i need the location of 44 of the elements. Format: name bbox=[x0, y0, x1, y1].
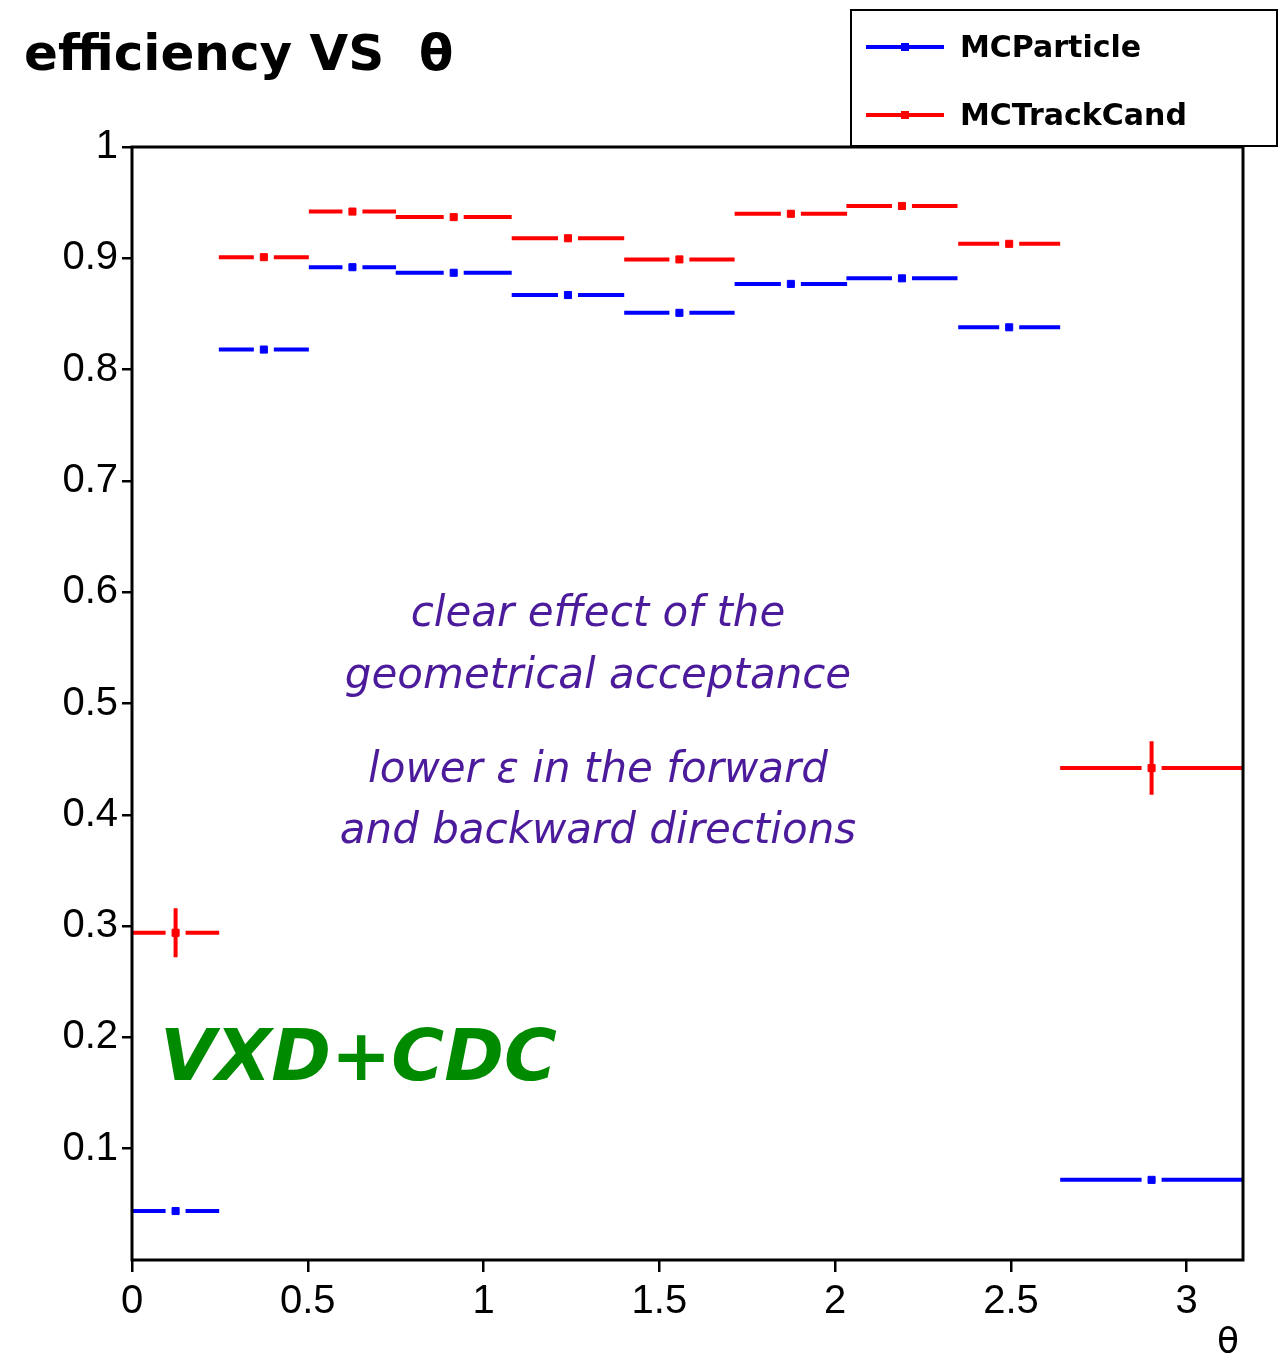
legend-label: MCParticle bbox=[960, 29, 1142, 64]
point bbox=[786, 279, 795, 288]
point bbox=[348, 263, 357, 272]
point bbox=[449, 268, 458, 277]
point bbox=[897, 201, 906, 211]
y-tick-label: 0.1 bbox=[62, 1123, 118, 1168]
x-tick-label: 1 bbox=[472, 1277, 495, 1322]
x-axis-title: θ bbox=[1216, 1320, 1239, 1361]
x-tick-label: 0 bbox=[120, 1277, 144, 1322]
y-tick-label: 0.5 bbox=[62, 678, 118, 723]
y-tick-label: 0.6 bbox=[62, 567, 118, 612]
y-tick-label: 0.2 bbox=[62, 1012, 118, 1057]
chart-title: efficiency VS θ bbox=[24, 24, 454, 82]
y-tick-label: 0.8 bbox=[62, 344, 118, 389]
point bbox=[1005, 323, 1014, 332]
x-tick-label: 0.5 bbox=[279, 1277, 336, 1322]
point bbox=[1005, 239, 1014, 248]
y-tick-label: 0.3 bbox=[62, 901, 118, 946]
x-tick-label: 3 bbox=[1175, 1277, 1198, 1322]
annotation: geometrical acceptance bbox=[344, 649, 852, 698]
legend-label: MCTrackCand bbox=[960, 97, 1187, 132]
point bbox=[171, 1206, 180, 1216]
point bbox=[675, 255, 684, 264]
annotation: lower ε in the forward bbox=[368, 743, 829, 792]
annotation: VXD+CDC bbox=[160, 1013, 557, 1097]
x-tick-label: 1.5 bbox=[631, 1277, 688, 1322]
point bbox=[897, 274, 906, 283]
y-tick-label: 0.4 bbox=[62, 789, 118, 834]
point bbox=[259, 345, 268, 354]
point bbox=[449, 213, 458, 222]
x-tick-label: 2 bbox=[824, 1277, 847, 1322]
point bbox=[1147, 1175, 1156, 1184]
point bbox=[563, 234, 572, 243]
annotation: and backward directions bbox=[339, 804, 857, 853]
y-tick-label: 1 bbox=[95, 122, 118, 167]
annotation: clear effect of the bbox=[410, 587, 786, 636]
point bbox=[786, 209, 795, 218]
x-tick-label: 2.5 bbox=[983, 1277, 1039, 1322]
point bbox=[675, 308, 684, 317]
y-tick-label: 0.7 bbox=[62, 455, 118, 500]
y-tick-label: 0.9 bbox=[62, 233, 118, 278]
point bbox=[259, 253, 268, 262]
point bbox=[348, 207, 357, 216]
point bbox=[563, 290, 572, 300]
